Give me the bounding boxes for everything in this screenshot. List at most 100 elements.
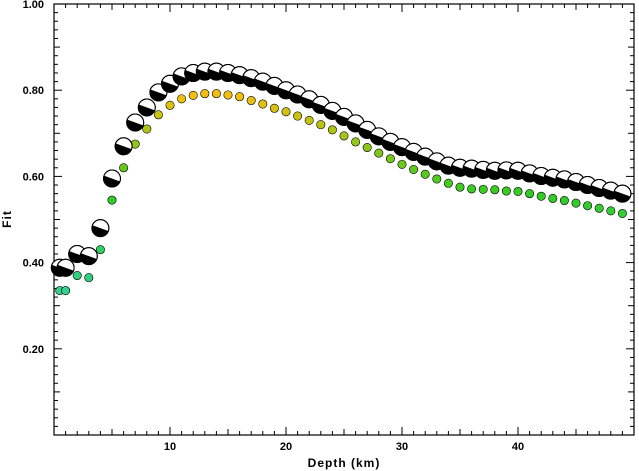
mechanism-compression [126,119,144,132]
mechanism-compression [173,73,190,85]
fit-point [548,193,558,203]
fit-point [559,196,569,206]
fit-point [142,124,152,134]
fit-point [293,111,303,121]
fit-point [420,169,430,179]
fit-point [177,94,187,104]
mechanism-outline [114,137,133,156]
mechanism-compression [613,190,631,203]
fit-point [235,92,245,102]
mechanism-outline [79,247,98,266]
x-axis-tick-labels: 10 20 30 40 [164,441,524,453]
fit-point [432,174,442,184]
fit-point [501,186,511,196]
mechanism-compression [149,89,167,101]
mechanism-outline [613,184,632,203]
fit-point [362,143,372,153]
mechanism-outline [149,83,168,102]
mechanism-symbols [50,62,632,277]
mechanism-compression [486,167,503,180]
mechanism-symbol [79,247,98,266]
fit-point [583,201,593,211]
fit-point [490,185,500,195]
mechanism-compression [138,104,155,116]
fit-point [61,286,71,296]
fit-point [536,191,546,201]
fit-point [223,90,233,100]
fit-point [351,137,361,147]
x-tick-label: 30 [396,441,408,453]
fit-point [617,208,627,218]
y-tick-label: 0.20 [23,344,44,356]
plot-frame [53,3,635,436]
fit-point [606,206,616,216]
fit-point [165,100,175,110]
fit-point [525,189,535,199]
fit-point [84,273,94,283]
y-tick-label: 0.80 [23,85,44,97]
fit-point [316,120,326,130]
fit-point [153,110,163,120]
y-tick-label: 0.40 [23,258,44,270]
mechanism-outline [56,258,75,277]
x-tick-label: 40 [512,441,524,453]
fit-point [467,184,477,194]
mechanism-compression [80,253,97,265]
y-tick-label: 0.60 [23,171,44,183]
x-axis-title: Depth (km) [308,456,381,470]
x-tick-label: 20 [280,441,292,453]
fit-point [72,271,82,281]
mechanism-symbol [613,184,632,203]
mechanism-compression [451,164,468,177]
fit-point [211,89,221,99]
mechanism-compression [196,68,213,81]
y-axis-tick-labels: 0.20 0.40 0.60 0.80 1.00 [23,0,44,356]
fit-point [95,245,105,255]
fit-point [513,186,523,196]
fit-point [385,154,395,164]
fit-point [188,90,198,100]
fit-point [269,103,279,113]
mechanism-outline [126,113,145,132]
mechanism-compression [115,143,132,155]
fit-point [258,99,268,109]
fit-point [455,182,465,192]
mechanism-symbol [137,98,156,117]
fit-point [571,198,581,208]
mechanism-symbol [91,219,110,238]
fit-point [281,107,291,117]
fit-point [409,165,419,175]
mechanism-symbol [56,258,75,277]
x-tick-label: 10 [164,441,176,453]
fit-point [304,115,314,125]
mechanism-symbol [126,113,145,132]
fit-point [107,195,117,205]
mechanism-compression [161,80,178,93]
mechanism-symbol [103,169,121,188]
y-tick-label: 1.00 [23,0,44,11]
y-axis-title: Fit [0,210,14,228]
mechanism-compression [497,167,515,179]
mechanism-compression [91,225,109,237]
fit-point [246,96,256,106]
mechanism-compression [474,167,492,179]
axis-ticks [54,4,634,435]
mechanism-compression [57,264,74,277]
mechanism-compression [184,70,202,82]
fit-point [327,125,337,135]
fit-point [119,163,129,173]
mechanism-compression [103,175,120,188]
fit-point [443,178,453,188]
fit-point [397,159,407,169]
mechanism-outline [91,219,110,238]
mechanism-symbol [114,137,133,156]
fit-points [55,89,627,296]
fit-point [374,148,384,158]
fit-point [594,203,604,213]
mechanism-outline [137,98,156,117]
fit-point [339,131,349,141]
fit-point [200,89,210,99]
mechanism-outline [103,169,121,188]
fit-point [478,184,488,194]
